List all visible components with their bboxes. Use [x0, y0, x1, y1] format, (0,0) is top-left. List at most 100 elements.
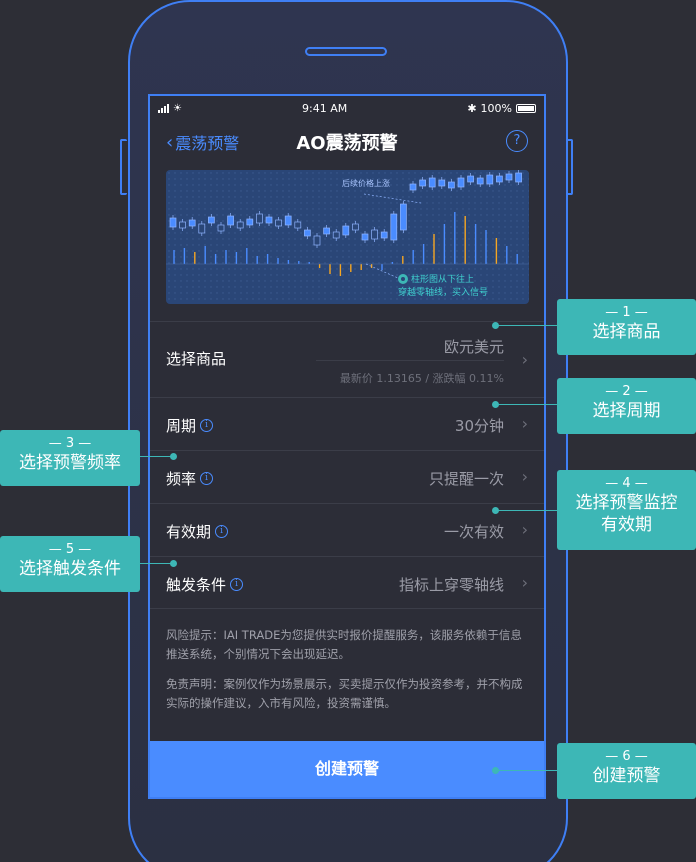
callout-6: — 6 — 创建预警	[557, 743, 696, 799]
status-bar: ☀ 9:41 AM ✱ 100%	[150, 96, 544, 120]
callout-dot-3	[170, 453, 177, 460]
candle	[448, 181, 455, 189]
back-label: 震荡预警	[175, 134, 240, 153]
info-icon[interactable]: i	[200, 419, 214, 432]
info-icon[interactable]: i	[230, 578, 244, 591]
callout-3-text: 选择预警频率	[19, 453, 121, 473]
validity-row[interactable]: 有效期 i 一次有效 ›	[150, 503, 544, 556]
validity-value: 一次有效	[443, 523, 504, 541]
callout-2: — 2 — 选择周期	[557, 378, 696, 434]
signal-label-1: 柱形图从下往上	[411, 273, 474, 285]
callout-dot-5	[170, 560, 177, 567]
candle	[294, 221, 302, 229]
callout-6-num: — 6 —	[605, 749, 648, 764]
candle	[188, 219, 196, 227]
candle	[323, 227, 330, 235]
signal-label-2: 穿越零轴线，买入信号	[398, 286, 488, 298]
ao-chart-svg: 后续价格上涨 柱形图从下往上 穿越零轴线，买入信号	[166, 170, 529, 304]
candle	[409, 183, 417, 191]
candle	[179, 221, 186, 229]
bluetooth-icon: ✱	[467, 101, 477, 115]
chevron-right-icon: ›	[521, 573, 528, 592]
callout-5: — 5 — 选择触发条件	[0, 536, 140, 592]
candle	[505, 173, 513, 181]
candle	[467, 175, 474, 183]
signal-icon	[158, 103, 169, 113]
frequency-value: 只提醒一次	[428, 470, 504, 488]
info-icon[interactable]: i	[215, 525, 229, 538]
info-icon[interactable]: i	[200, 472, 214, 485]
risk-notice: 风险提示：IAI TRADE为您提供实时报价提醒服务，该服务依赖于信息推送系统，…	[166, 628, 522, 661]
callout-1-num: — 1 —	[605, 305, 648, 320]
candle	[227, 215, 234, 226]
candle	[400, 203, 407, 231]
candle	[419, 179, 426, 187]
callout-4-text-2: 有效期	[601, 515, 652, 535]
chevron-left-icon: ‹	[166, 131, 174, 153]
wifi-icon: ☀	[173, 102, 182, 114]
frequency-row[interactable]: 频率 i 只提醒一次 ›	[150, 450, 544, 503]
candle	[486, 174, 494, 185]
product-value: 欧元美元	[443, 338, 504, 356]
product-divider	[316, 360, 504, 361]
candle	[332, 231, 340, 239]
product-row[interactable]: 选择商品 欧元美元 最新价 1.13165 / 涨跌幅 0.11% ›	[150, 321, 544, 397]
callout-2-text: 选择周期	[592, 401, 661, 421]
period-value: 30分钟	[454, 417, 504, 435]
page-title: AO震荡预警	[296, 133, 398, 154]
candle	[256, 213, 263, 224]
product-label: 选择商品	[166, 350, 227, 368]
chevron-right-icon: ›	[521, 414, 528, 433]
phone-side-button-right	[566, 139, 573, 195]
back-button[interactable]: ‹ 震荡预警	[166, 130, 239, 154]
candle	[390, 213, 398, 241]
rise-label: 后续价格上涨	[342, 178, 390, 188]
callout-line-1	[496, 325, 558, 326]
candle	[352, 223, 359, 231]
callout-line-3	[140, 456, 174, 457]
candle	[236, 221, 244, 229]
callout-4: — 4 — 选择预警监控 有效期	[557, 470, 696, 550]
candle	[496, 175, 503, 183]
candle	[217, 224, 225, 232]
condition-row[interactable]: 触发条件 i 指标上穿零轴线 ›	[150, 556, 544, 609]
phone-screen: ☀ 9:41 AM ✱ 100% ‹ 震荡预警 AO震荡预警 ?	[148, 94, 546, 799]
callout-1-text: 选择商品	[592, 322, 661, 342]
callout-dot-2	[492, 401, 499, 408]
candle	[304, 229, 311, 237]
candle	[169, 217, 177, 228]
callout-5-text: 选择触发条件	[19, 559, 121, 579]
callout-6-text: 创建预警	[592, 766, 661, 786]
candle	[208, 216, 215, 224]
condition-value: 指标上穿零轴线	[398, 576, 504, 594]
chevron-right-icon: ›	[521, 467, 528, 486]
callout-line-4	[496, 510, 558, 511]
period-row[interactable]: 周期 i 30分钟 ›	[150, 397, 544, 450]
alert-form: 选择商品 欧元美元 最新价 1.13165 / 涨跌幅 0.11% › 周期 i …	[150, 321, 544, 609]
candle	[515, 172, 522, 183]
candle	[313, 235, 321, 246]
create-alert-button[interactable]: 创建预警	[150, 741, 544, 797]
condition-label: 触发条件	[166, 576, 227, 594]
candle	[428, 177, 436, 188]
callout-4-text-1: 选择预警监控	[575, 493, 678, 513]
candle	[265, 216, 273, 224]
candle	[371, 229, 378, 240]
callout-2-num: — 2 —	[605, 384, 648, 399]
callout-dot-6	[492, 767, 499, 774]
candle	[275, 219, 282, 227]
callout-line-6	[496, 770, 558, 771]
callout-line-5	[140, 563, 174, 564]
period-label: 周期	[166, 417, 197, 435]
candle	[361, 233, 369, 241]
nav-bar: ‹ 震荡预警 AO震荡预警 ?	[150, 120, 544, 164]
help-icon[interactable]: ?	[506, 130, 528, 152]
disclaimer: 免责声明：案例仅作为场景展示，买卖提示仅作为投资参考，并不构成实际的操作建议，入…	[166, 677, 523, 710]
callout-line-2	[496, 404, 558, 405]
candle	[284, 215, 292, 226]
frequency-label: 频率	[166, 470, 197, 488]
candle	[380, 231, 388, 239]
ao-illustration-chart: 后续价格上涨 柱形图从下往上 穿越零轴线，买入信号	[166, 170, 529, 304]
candle	[438, 179, 446, 187]
